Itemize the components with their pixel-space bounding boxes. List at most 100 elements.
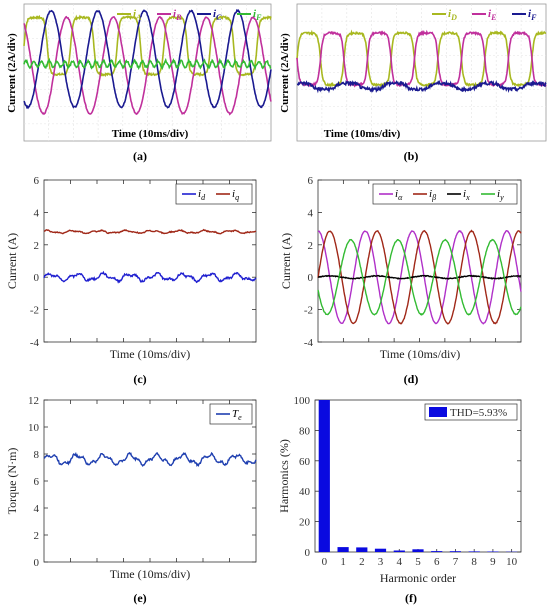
panel-e-xlabel: Time (10ms/div) (110, 567, 191, 581)
f-bar-9 (487, 551, 499, 552)
panel-c-ylabel: Current (A) (5, 233, 19, 289)
panel-e: 0 2 4 6 8 10 12 Te Torque (N·m) Time (10ms/div… (5, 395, 257, 605)
f-xtick-label: 6 (434, 556, 440, 568)
panel-d-legend: iα iβ ix iy (372, 183, 518, 205)
panel-a-ylabel: Current (2A/div) (6, 33, 18, 113)
f-legend-swatch (429, 407, 447, 417)
c-series-d (43, 270, 257, 284)
panel-c-legend: id iq (175, 183, 253, 205)
panel-c-lines (43, 228, 257, 284)
d-ytick-label: 0 (308, 272, 314, 284)
f-xtick-label: 5 (415, 556, 421, 568)
f-legend-box (424, 403, 518, 421)
a-series-F (23, 57, 272, 71)
f-xtick-label: 4 (397, 556, 403, 568)
d-ytick-label: -2 (304, 305, 313, 317)
c-legend-label: id (198, 188, 206, 202)
b-series-F (296, 79, 547, 94)
c-ytick-label: 6 (34, 175, 40, 187)
f-bar-7 (449, 551, 461, 552)
f-ytick-label: 40 (299, 486, 311, 498)
panel-d-lines (317, 229, 522, 325)
panel-c-xlabel: Time (10ms/div) (110, 347, 191, 361)
d-ytick-label: 6 (308, 175, 314, 187)
c-ytick-label: -4 (30, 337, 40, 349)
panel-e-ylabel: Torque (N·m) (5, 448, 19, 515)
panel-b-ylabel: Current (2A/div) (279, 33, 291, 113)
panel-f-ylabel: Harmonics (%) (277, 439, 291, 513)
f-xtick-label: 7 (453, 556, 459, 568)
d-legend-label: iβ (429, 188, 436, 202)
e-ytick-label: 6 (34, 476, 40, 488)
c-ytick-label: 2 (34, 240, 40, 252)
panel-f-label: (f) (405, 591, 417, 605)
c-ytick-label: -2 (30, 305, 39, 317)
b-legend-label: iE (488, 8, 496, 22)
f-bar-0 (318, 400, 330, 552)
f-bar-6 (431, 551, 443, 552)
panel-a: iA iB iC iF Current (2A/div) Time (10ms/div… (6, 3, 272, 163)
e-ytick-label: 4 (34, 503, 40, 515)
panel-e-ticks: 0 2 4 6 8 10 12 (28, 395, 256, 569)
b-series-E (296, 29, 547, 88)
panel-d-label: (d) (404, 372, 419, 386)
c-legend-box (175, 183, 253, 205)
f-bar-5 (412, 549, 424, 552)
f-ytick-label: 0 (305, 547, 311, 559)
panel-a-xlabel: Time (10ms/div) (112, 128, 189, 140)
panel-f-xlabel: Harmonic order (380, 571, 456, 585)
d-ytick-label: 2 (308, 240, 314, 252)
f-ytick-label: 20 (299, 517, 311, 529)
panel-e-label: (e) (133, 591, 146, 605)
f-xtick-label: 10 (506, 556, 518, 568)
e-ytick-label: 12 (28, 395, 39, 407)
a-legend-label: iC (213, 8, 222, 22)
d-series-α (318, 229, 522, 325)
panel-c-label: (c) (133, 372, 146, 386)
d-series-β (317, 229, 522, 325)
e-ytick-label: 0 (34, 557, 40, 569)
f-legend-label: THD=5.93% (450, 407, 507, 419)
d-series-x (317, 274, 522, 280)
d-legend-box (372, 183, 518, 205)
panel-b-lines (296, 29, 547, 94)
f-ytick-label: 100 (294, 395, 311, 407)
panel-b: iD iE iF Current (2A/div) Time (10ms/div) … (279, 3, 547, 163)
panel-d-ylabel: Current (A) (279, 233, 293, 289)
d-series-y (317, 238, 522, 317)
f-ytick-label: 80 (299, 425, 311, 437)
panel-f-bars (318, 400, 518, 552)
e-ytick-label: 8 (34, 449, 40, 461)
f-xtick-label: 2 (359, 556, 365, 568)
panel-e-legend: Te (209, 403, 253, 425)
f-xtick-label: 0 (322, 556, 328, 568)
panel-d: -4 -2 0 2 4 6 iα iβ ix iy Current (A) Time (10ms… (279, 175, 522, 386)
e-legend-label: Te (232, 408, 242, 422)
a-legend-label: iF (253, 8, 262, 22)
panel-a-lines (23, 8, 272, 116)
panel-e-lines (43, 451, 257, 468)
b-legend-label: iF (528, 8, 537, 22)
d-legend-label: iα (395, 188, 403, 202)
f-xtick-label: 3 (378, 556, 384, 568)
f-bar-2 (356, 547, 368, 552)
a-legend-label: iB (173, 8, 182, 22)
panel-c: -4 -2 0 2 4 6 id iq Current (A) Time (10ms/div… (5, 175, 257, 386)
panel-c-ticks: -4 -2 0 2 4 6 (30, 175, 256, 349)
f-ytick-label: 60 (299, 456, 311, 468)
panel-f-legend: THD=5.93% (424, 403, 518, 421)
panel-b-legend: iD iE iF (432, 8, 537, 22)
panel-d-xlabel: Time (10ms/div) (380, 347, 461, 361)
f-bar-8 (468, 551, 480, 552)
c-legend-label: iq (232, 188, 239, 202)
f-bar-1 (337, 547, 349, 552)
a-series-C (23, 8, 272, 110)
panel-b-xlabel: Time (10ms/div) (324, 128, 401, 140)
f-xtick-label: 8 (471, 556, 477, 568)
e-legend-box (209, 403, 253, 425)
d-legend-label: ix (463, 188, 470, 202)
c-ytick-label: 0 (34, 272, 40, 284)
panel-a-label: (a) (133, 149, 147, 163)
